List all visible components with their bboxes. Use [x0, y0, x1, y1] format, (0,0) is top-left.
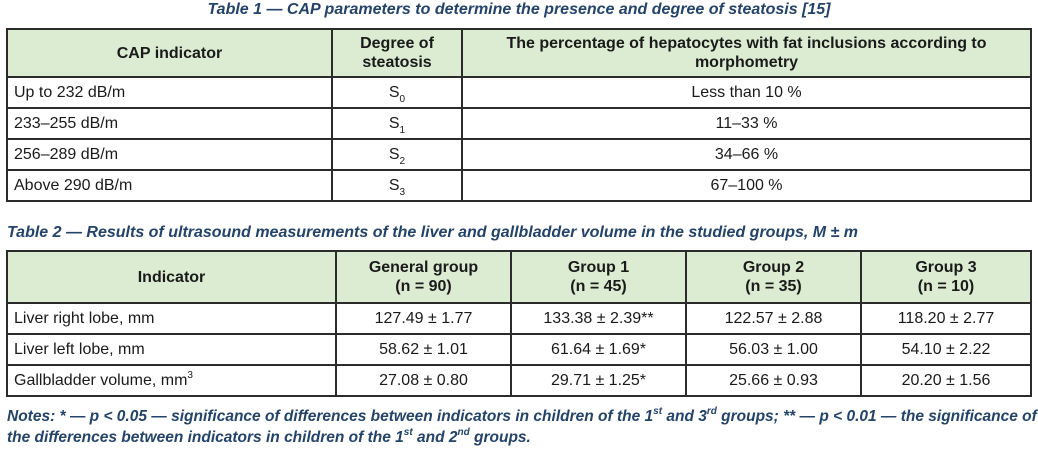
group-1-value: 29.71 ± 1.25* — [510, 364, 687, 397]
general-group-value: 58.62 ± 1.01 — [335, 333, 512, 366]
table-row: Up to 232 dB/m S0 Less than 10 % — [6, 76, 1032, 109]
group-1-value: 61.64 ± 1.69* — [510, 333, 687, 366]
steatosis-degree: S0 — [331, 76, 463, 109]
table2-header-indicator: Indicator — [6, 250, 337, 304]
group-2-value: 122.57 ± 2.88 — [685, 302, 862, 335]
cap-value: Above 290 dB/m — [6, 169, 333, 202]
group-3-value: 118.20 ± 2.77 — [860, 302, 1032, 335]
table-row: Above 290 dB/m S3 67–100 % — [6, 169, 1032, 202]
table-row: 256–289 dB/m S2 34–66 % — [6, 138, 1032, 171]
table1-header-cap: CAP indicator — [6, 28, 333, 78]
table-row: 233–255 dB/m S1 11–33 % — [6, 107, 1032, 140]
table1-header-degree: Degree of steatosis — [331, 28, 463, 78]
steatosis-degree: S1 — [331, 107, 463, 140]
table2-header-group-2: Group 2 (n = 35) — [685, 250, 862, 304]
percent-value: 67–100 % — [461, 169, 1032, 202]
cap-value: 233–255 dB/m — [6, 107, 333, 140]
general-group-value: 27.08 ± 0.80 — [335, 364, 512, 397]
cap-value: 256–289 dB/m — [6, 138, 333, 171]
percent-value: 11–33 % — [461, 107, 1032, 140]
table2-header-group-3: Group 3 (n = 10) — [860, 250, 1032, 304]
group-2-value: 56.03 ± 1.00 — [685, 333, 862, 366]
table2-caption: Table 2 — Results of ultrasound measurem… — [7, 224, 858, 241]
table-notes: Notes: * — p < 0.05 — significance of di… — [7, 406, 1037, 447]
table2-header-row: Indicator General group (n = 90) Group 1(… — [6, 250, 1032, 304]
table-row: Liver right lobe, mm 127.49 ± 1.77 133.3… — [6, 302, 1032, 335]
table-row: Liver left lobe, mm 58.62 ± 1.01 61.64 ±… — [6, 333, 1032, 366]
steatosis-degree: S2 — [331, 138, 463, 171]
cap-parameters-table: CAP indicator Degree of steatosis The pe… — [6, 28, 1032, 202]
indicator-label: Liver right lobe, mm — [6, 302, 337, 335]
group-3-value: 20.20 ± 1.56 — [860, 364, 1032, 397]
percent-value: 34–66 % — [461, 138, 1032, 171]
group-2-value: 25.66 ± 0.93 — [685, 364, 862, 397]
indicator-label: Liver left lobe, mm — [6, 333, 337, 366]
group-1-value: 133.38 ± 2.39** — [510, 302, 687, 335]
percent-value: Less than 10 % — [461, 76, 1032, 109]
group-3-value: 54.10 ± 2.22 — [860, 333, 1032, 366]
table2-header-general-group: General group (n = 90) — [335, 250, 512, 304]
table1-header-row: CAP indicator Degree of steatosis The pe… — [6, 28, 1032, 78]
table1-header-percent: The percentage of hepatocytes with fat i… — [461, 28, 1032, 78]
table1-caption: Table 1 — CAP parameters to determine th… — [207, 1, 831, 18]
steatosis-degree: S3 — [331, 169, 463, 202]
table2-header-group-1: Group 1 (n = 45) — [510, 250, 687, 304]
ultrasound-results-table: Indicator General group (n = 90) Group 1(… — [6, 250, 1032, 397]
general-group-value: 127.49 ± 1.77 — [335, 302, 512, 335]
cap-value: Up to 232 dB/m — [6, 76, 333, 109]
indicator-label: Gallbladder volume, mm3 — [6, 364, 337, 397]
table-row: Gallbladder volume, mm3 27.08 ± 0.80 29.… — [6, 364, 1032, 397]
